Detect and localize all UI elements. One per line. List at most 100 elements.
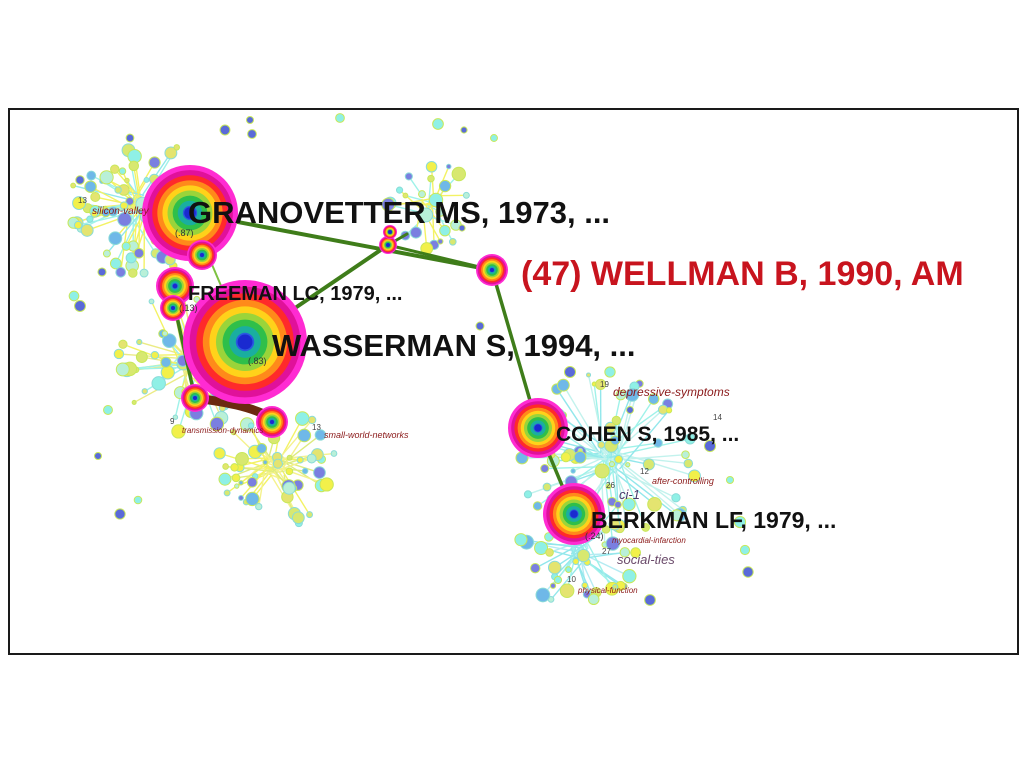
network-node — [587, 593, 600, 606]
label-berkman: BERKMAN LF, 1979, ... — [591, 507, 836, 533]
network-node — [218, 472, 232, 486]
network-node — [213, 447, 226, 460]
network-node — [121, 241, 131, 251]
network-node — [611, 415, 622, 426]
network-node — [605, 536, 620, 551]
network-node — [173, 144, 180, 151]
edge-granovetter-wellman — [188, 211, 494, 272]
network-node — [742, 566, 754, 578]
cluster-silicon-valley: silicon-valley — [92, 206, 150, 217]
network-node — [118, 339, 128, 349]
network-node — [622, 569, 637, 584]
ring-core — [184, 207, 196, 219]
network-node — [306, 511, 314, 519]
ring-freeman — [156, 267, 194, 305]
network-node — [684, 433, 696, 445]
ring-core — [490, 268, 494, 272]
number-13-small-world: 13 — [312, 423, 321, 432]
network-node — [230, 429, 237, 436]
mesh-edge — [392, 198, 430, 207]
network-node — [625, 462, 631, 468]
network-node — [647, 497, 662, 512]
cluster-transmission-dynamics: transmission-dynamics — [182, 426, 263, 435]
network-node — [545, 548, 554, 557]
network-node — [164, 146, 178, 160]
network-node — [330, 450, 338, 457]
network-node — [614, 500, 622, 509]
network-node — [460, 126, 468, 134]
network-node — [75, 175, 85, 185]
number-13-left: 13 — [78, 196, 87, 205]
mesh-edge — [617, 456, 647, 528]
network-node — [614, 454, 624, 464]
network-node — [161, 333, 177, 348]
network-node — [610, 435, 621, 446]
network-node — [296, 456, 304, 464]
network-node — [427, 174, 435, 183]
network-node — [572, 557, 580, 566]
network-node — [535, 587, 551, 603]
network-node — [597, 441, 606, 449]
ring-left-mid — [187, 240, 217, 270]
network-node — [222, 463, 229, 470]
number-9: 9 — [170, 417, 175, 426]
network-node — [70, 182, 77, 189]
ring-core — [386, 243, 390, 247]
cluster-physical-function: physical-function — [577, 586, 638, 595]
network-node — [74, 300, 86, 312]
network-node — [286, 454, 293, 461]
mesh-edge — [611, 461, 630, 505]
network-node — [148, 298, 155, 305]
network-node — [93, 451, 103, 461]
citation-rings — [142, 165, 605, 545]
network-node — [125, 133, 135, 143]
network-node — [514, 533, 528, 547]
network-node — [99, 170, 114, 185]
cluster-numbers: 13 9 13 19 14 12 26 27 10 — [78, 196, 722, 584]
label-wellman: (47) WELLMAN B, 1990, AM — [521, 255, 964, 293]
network-node — [404, 172, 413, 181]
mesh-edge — [611, 450, 627, 522]
network-node — [90, 192, 101, 203]
mesh-edge — [616, 394, 633, 460]
network-node — [595, 378, 607, 390]
network-node — [688, 469, 701, 483]
network-node — [68, 290, 80, 302]
network-node — [563, 365, 577, 379]
network-node — [739, 544, 751, 556]
network-node — [703, 439, 717, 453]
mesh-edge — [570, 547, 595, 600]
network-node — [282, 481, 296, 495]
mesh-edge — [610, 463, 678, 516]
ring-core — [193, 396, 197, 400]
network-node — [604, 366, 616, 378]
number-14: 14 — [713, 413, 722, 422]
network-node — [255, 502, 263, 511]
network-node — [150, 350, 160, 360]
network-node — [622, 497, 636, 511]
cluster-depressive-symptoms: depressive-symptoms — [613, 385, 730, 399]
network-node — [301, 467, 309, 475]
value-freeman: (.13) — [179, 303, 198, 313]
network-node — [136, 338, 143, 346]
mesh-edge — [266, 468, 296, 514]
number-27: 27 — [602, 547, 611, 556]
network-node — [90, 210, 99, 218]
network-node — [418, 190, 426, 199]
label-wasserman: WASSERMAN S, 1994, ... — [272, 328, 636, 363]
cluster-labels: silicon-valley transmission-dynamics sma… — [92, 206, 730, 595]
ring-transmission — [181, 384, 209, 412]
mesh-edge — [115, 212, 141, 264]
ring-core — [534, 424, 542, 432]
network-node — [547, 560, 562, 575]
ring-core — [570, 510, 578, 518]
network-node — [425, 160, 438, 173]
network-node — [193, 295, 201, 303]
network-node — [108, 231, 123, 246]
cocitation-network: GRANOVETTER MS, 1973, ... (47) WELLMAN B… — [67, 113, 964, 606]
mesh-edge — [278, 435, 305, 474]
network-node — [234, 483, 240, 489]
number-26: 26 — [606, 481, 615, 490]
ring-freeman-small — [160, 295, 186, 321]
network-node — [582, 590, 591, 599]
